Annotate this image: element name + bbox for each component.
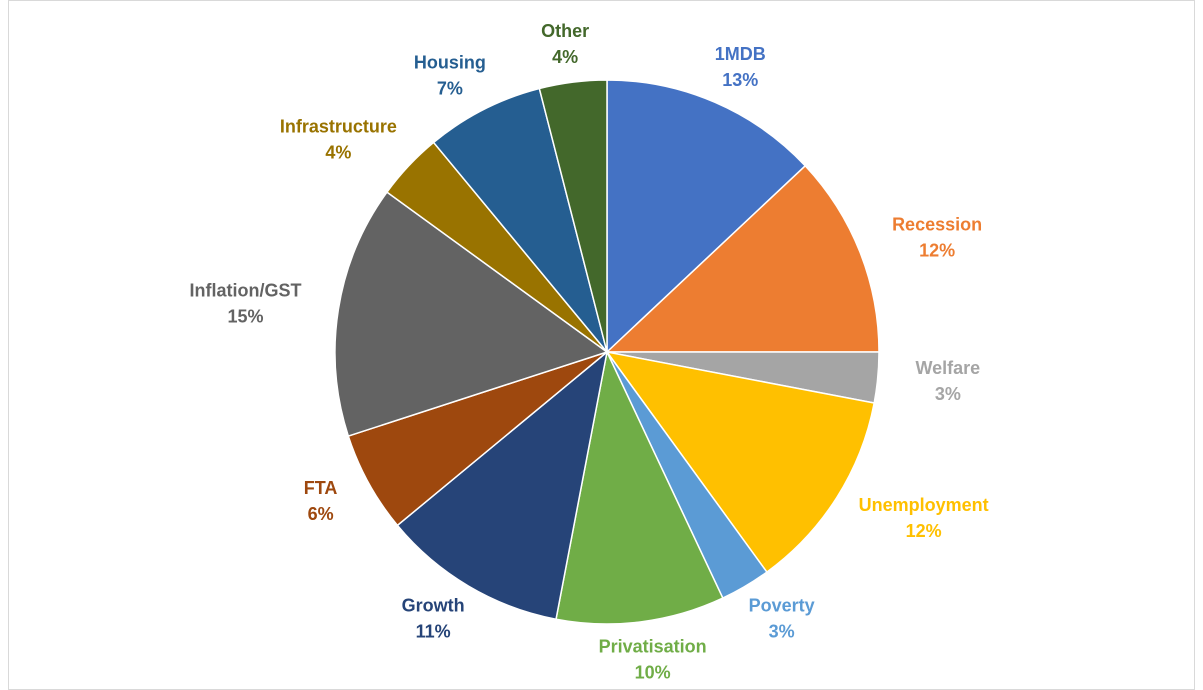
pie-slice (396, 350, 609, 621)
pie-slice (538, 79, 608, 353)
slice-label: Unemployment (859, 495, 989, 515)
slice-label: 1MDB (715, 44, 766, 64)
slice-value-label: 10% (635, 662, 671, 682)
slice-label: Other (541, 21, 589, 41)
slice-value-label: 11% (416, 622, 451, 642)
slice-value-label: 15% (227, 306, 263, 326)
slice-value-label: 13% (722, 70, 758, 90)
slice-label: Inflation/GST (190, 280, 302, 300)
slice-value-label: 4% (552, 47, 578, 67)
slice-label: Recession (892, 215, 982, 235)
slice-value-label: 3% (935, 384, 961, 404)
slice-label: Housing (414, 53, 486, 73)
slice-value-label: 4% (325, 143, 351, 163)
slice-label: Privatisation (599, 636, 707, 656)
pie-slice (432, 87, 608, 353)
pie-slice (605, 350, 876, 574)
pie-slice (606, 79, 807, 354)
slice-label: Welfare (915, 358, 980, 378)
slice-label: Poverty (749, 596, 815, 616)
pie-slice (555, 349, 724, 625)
pie-slice (605, 164, 880, 353)
slice-label: FTA (304, 478, 338, 498)
pie-slice (334, 191, 609, 437)
slice-value-label: 12% (919, 241, 955, 261)
slice-label: Growth (402, 596, 465, 616)
slice-label: Infrastructure (280, 117, 397, 137)
slice-value-label: 3% (769, 622, 795, 642)
slice-value-label: 12% (906, 521, 942, 541)
slice-value-label: 6% (308, 504, 334, 524)
slice-value-label: 7% (437, 79, 463, 99)
